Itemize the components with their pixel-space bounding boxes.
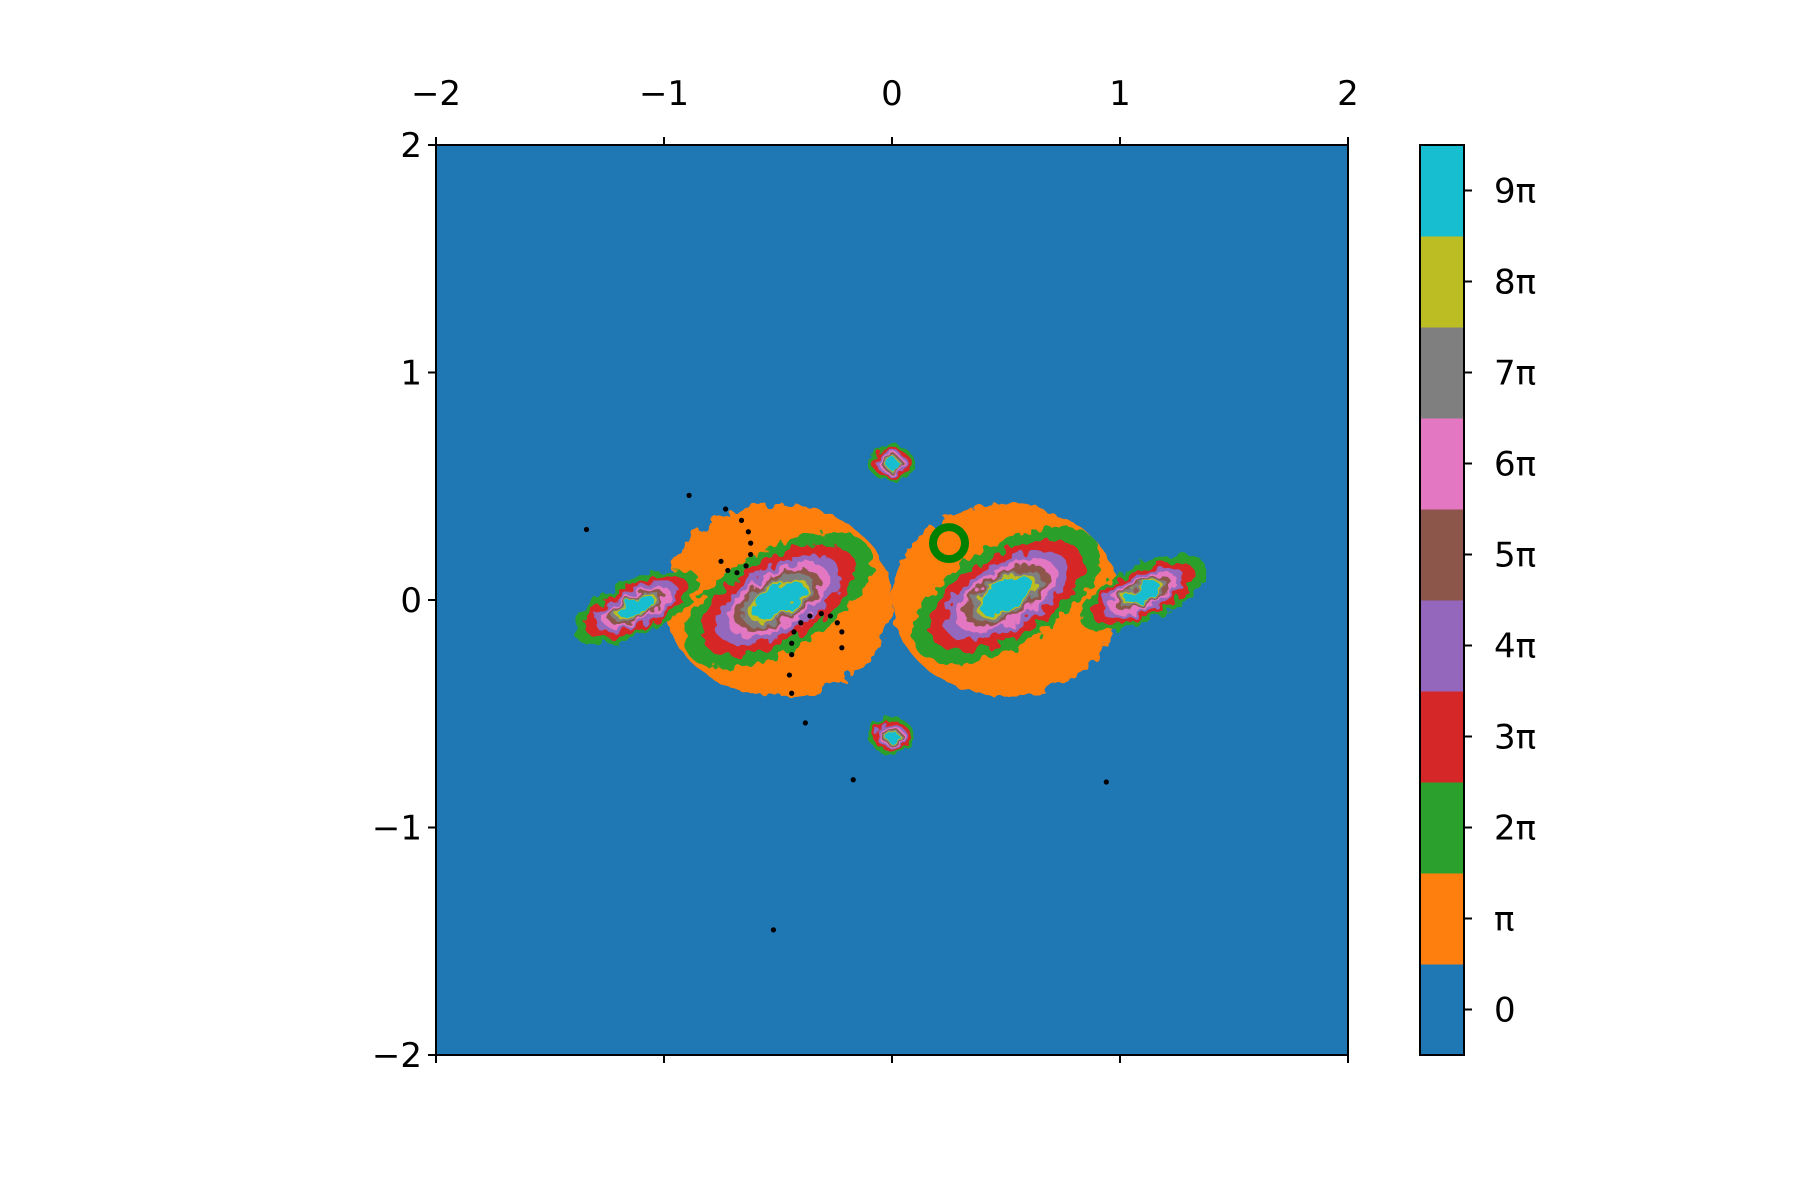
fixed-point-marker (929, 523, 969, 564)
orbit-point (734, 570, 740, 576)
colorbar-tick-label: 4π (1494, 627, 1536, 667)
orbit-point (743, 563, 749, 569)
x-tick-label: 0 (881, 74, 903, 114)
orbit-point (1103, 779, 1109, 785)
orbit-point (839, 629, 845, 635)
colorbar-tick-label: 9π (1494, 172, 1536, 212)
colorbar-segment (1420, 782, 1464, 874)
y-tick-label: 1 (400, 354, 422, 394)
orbit-point (850, 777, 856, 783)
orbit-point (722, 506, 729, 512)
x-tick-label: 2 (1337, 74, 1359, 114)
orbit-point (725, 567, 731, 574)
orbit-point (789, 652, 795, 658)
x-tick-label: −2 (411, 74, 461, 114)
fractal-lobe (751, 580, 805, 620)
colorbar-segment (1420, 145, 1464, 237)
colorbar-segment (1420, 873, 1464, 965)
colorbar-tick-label: 5π (1494, 536, 1536, 576)
fractal-lobe (885, 458, 899, 469)
y-tick-label: 2 (400, 126, 422, 166)
orbit-point (802, 720, 808, 726)
y-tick-label: −2 (372, 1036, 422, 1076)
orbit-point (748, 540, 754, 546)
x-tick-label: 1 (1109, 74, 1131, 114)
colorbar-tick-label: 6π (1494, 445, 1536, 485)
fractal-heatmap (573, 445, 1206, 755)
orbit-point (748, 551, 754, 558)
orbit-point (807, 613, 813, 619)
orbit-point (718, 558, 724, 564)
colorbar-frame (1419, 144, 1465, 1056)
fractal-lobe (885, 731, 899, 742)
colorbar-segment (1420, 600, 1464, 692)
orbit-point (791, 629, 797, 635)
orbit-point (745, 529, 751, 535)
fractal-lobe (618, 596, 655, 618)
x-axis-ticks: −2 −1 0 1 2 (411, 74, 1359, 1063)
orbit-point (789, 690, 795, 696)
orbit-point (827, 613, 834, 619)
marker-layer (583, 492, 1109, 933)
orbit-point (583, 526, 590, 533)
orbit-point (839, 645, 845, 651)
orbit-point (770, 927, 777, 933)
fractal-lobe (979, 576, 1033, 615)
colorbar-segment (1420, 327, 1464, 419)
colorbar-segment (1420, 418, 1464, 510)
colorbar-segment (1420, 964, 1464, 1056)
y-tick-label: −1 (372, 809, 422, 849)
colorbar-segment (1420, 509, 1464, 601)
orbit-point (786, 672, 793, 678)
plot-area (436, 145, 1348, 1055)
fractal-lobe (1125, 582, 1161, 604)
colorbar-tick-label: 0 (1494, 991, 1516, 1031)
colorbar: 0 π 2π 3π 4π 5π 6π 7π 8π 9π (1419, 144, 1536, 1056)
orbit-point (818, 611, 824, 617)
orbit-point (834, 620, 840, 626)
y-axis-ticks: −2 −1 0 1 2 (372, 126, 436, 1076)
y-tick-label: 0 (400, 581, 422, 621)
colorbar-segment (1420, 236, 1464, 328)
colorbar-tick-label: 8π (1494, 263, 1536, 303)
colorbar-tick-label: 2π (1494, 809, 1536, 849)
colorbar-tick-label: 7π (1494, 354, 1536, 394)
colorbar-tick-label: 3π (1494, 718, 1536, 758)
orbit-point (738, 517, 745, 523)
colorbar-segment (1420, 691, 1464, 783)
orbit-point (798, 620, 804, 626)
orbit-point (686, 492, 692, 498)
colorbar-tick-label: π (1494, 900, 1514, 940)
orbit-point (789, 640, 795, 646)
x-tick-label: −1 (639, 74, 689, 114)
